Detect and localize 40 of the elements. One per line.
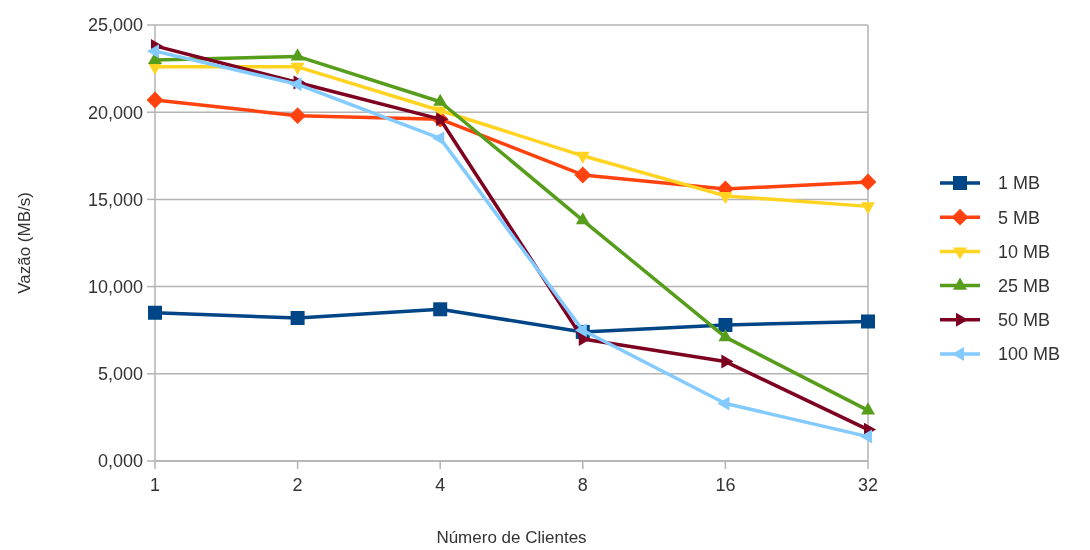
legend-label: 1 MB — [998, 173, 1041, 194]
y-tick-label: 5,000 — [97, 364, 143, 385]
legend-label: 5 MB — [998, 207, 1041, 228]
x-tick-label: 8 — [577, 475, 588, 495]
legend-label: 100 MB — [998, 344, 1061, 365]
point — [718, 329, 733, 342]
point — [859, 173, 877, 191]
point — [575, 212, 590, 225]
y-tick-label: 10,000 — [87, 276, 143, 297]
point — [861, 202, 875, 215]
x-tick-label: 2 — [292, 475, 303, 495]
point — [146, 91, 164, 109]
y-tick-label: 0,000 — [97, 451, 143, 472]
x-tick-label: 16 — [715, 475, 736, 495]
x-axis-title: Número de Clientes — [436, 528, 587, 547]
y-tick-label: 15,000 — [87, 189, 143, 210]
point — [433, 302, 448, 317]
y-tick-label: 25,000 — [87, 15, 143, 36]
y-tick-label: 20,000 — [87, 102, 143, 123]
x-tick-label: 4 — [435, 475, 446, 495]
point — [861, 402, 875, 415]
y-axis-title: Vazão (MB/s) — [15, 192, 34, 294]
x-tick-label: 1 — [149, 475, 161, 495]
point — [574, 166, 592, 184]
point — [575, 151, 590, 164]
point — [289, 107, 306, 125]
legend-label: 50 MB — [998, 310, 1051, 331]
point — [148, 305, 162, 320]
x-tick-label: 32 — [857, 475, 879, 495]
point — [432, 131, 445, 146]
point — [718, 191, 733, 204]
point — [290, 62, 305, 75]
point — [290, 310, 305, 325]
point — [289, 77, 302, 92]
legend-label: 10 MB — [998, 241, 1051, 262]
point — [146, 44, 160, 59]
legend-label: 25 MB — [998, 275, 1051, 296]
point — [861, 314, 875, 329]
point — [721, 354, 734, 369]
point — [718, 317, 733, 332]
